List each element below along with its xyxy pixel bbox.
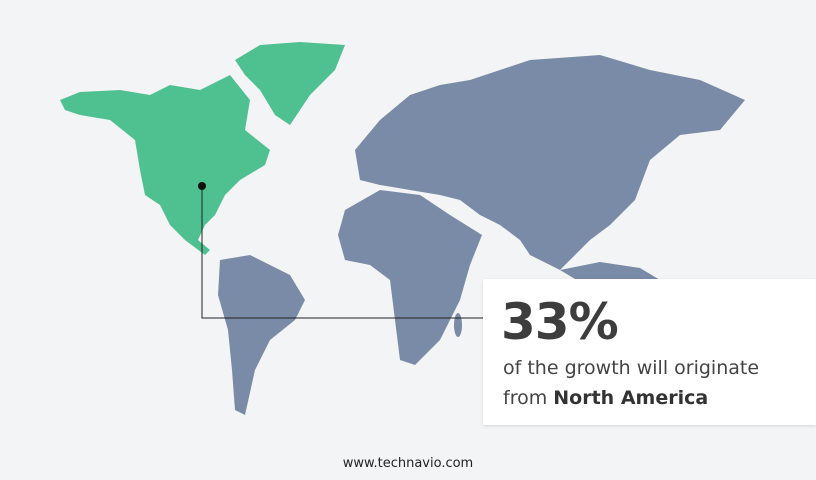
region-marker [198, 182, 206, 190]
africa [338, 190, 482, 365]
website-footer: www.technavio.com [342, 456, 474, 471]
callout-prefix: from [503, 387, 548, 409]
callout-text: of the growth will originate [503, 357, 760, 379]
north-america [60, 75, 270, 255]
madagascar [454, 313, 462, 337]
callout-region: North America [553, 387, 709, 409]
callout-region-line: from North America [503, 387, 708, 409]
growth-percentage: 33% [501, 293, 619, 351]
south-america [218, 255, 305, 415]
connector-line [201, 186, 483, 319]
greenland [235, 42, 345, 125]
europe-asia [355, 55, 745, 270]
growth-callout: 33% of the growth will originate from No… [483, 279, 816, 425]
